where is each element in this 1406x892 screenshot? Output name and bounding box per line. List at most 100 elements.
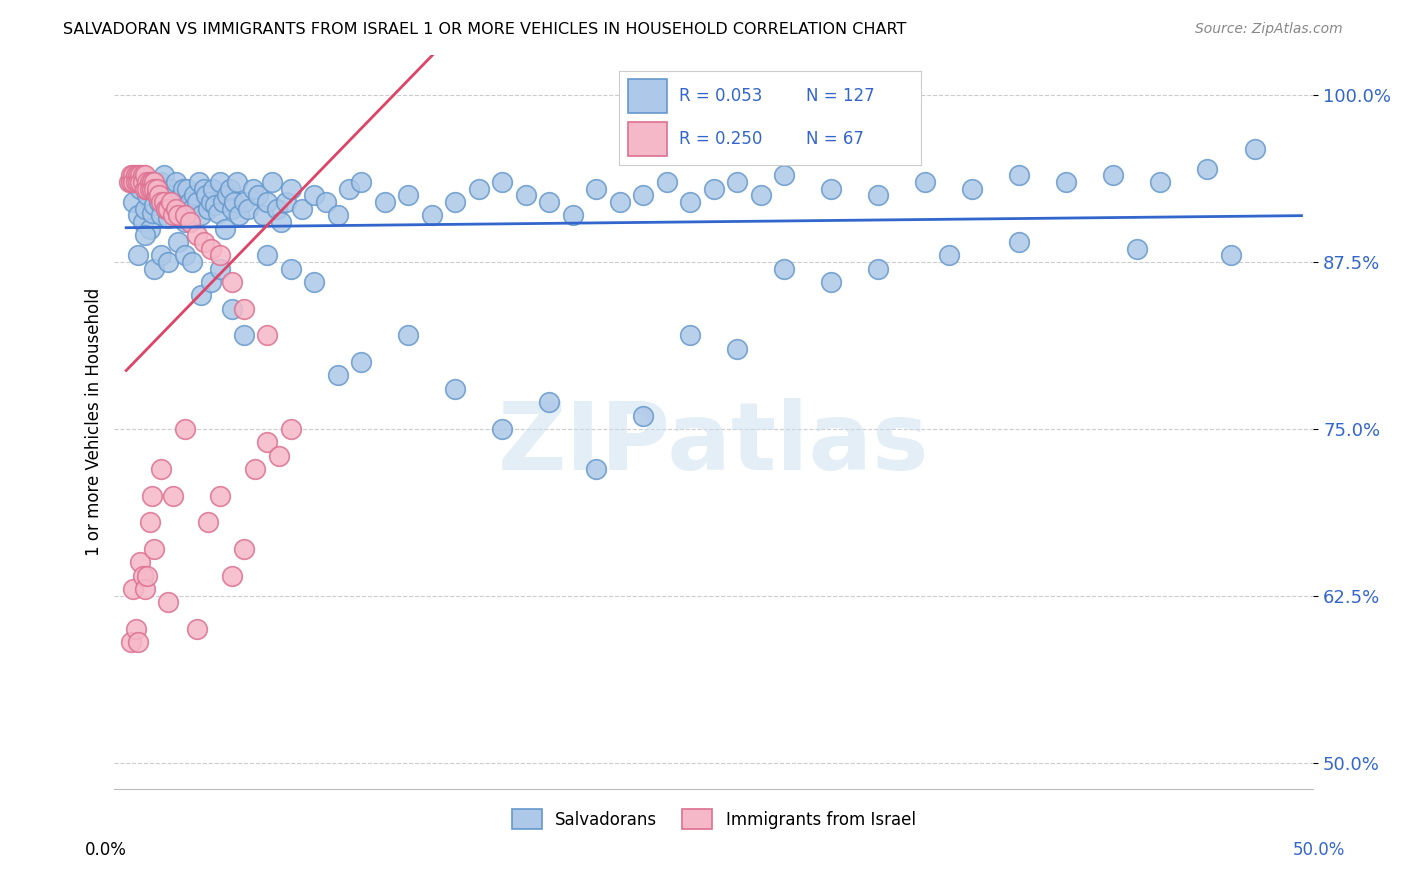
Y-axis label: 1 or more Vehicles in Household: 1 or more Vehicles in Household <box>86 288 103 557</box>
Bar <box>627 78 666 112</box>
Point <box>633 188 655 202</box>
Point <box>159 181 181 195</box>
Point <box>172 181 194 195</box>
Point <box>193 235 215 249</box>
Point <box>141 489 163 503</box>
Point <box>141 175 163 189</box>
Point <box>868 261 890 276</box>
Point <box>197 202 219 216</box>
Point <box>159 194 181 209</box>
Point <box>122 175 145 189</box>
Point <box>280 261 302 276</box>
Point <box>162 489 184 503</box>
Point <box>124 175 146 189</box>
Text: SALVADORAN VS IMMIGRANTS FROM ISRAEL 1 OR MORE VEHICLES IN HOUSEHOLD CORRELATION: SALVADORAN VS IMMIGRANTS FROM ISRAEL 1 O… <box>63 22 907 37</box>
Point <box>444 194 467 209</box>
Point <box>186 194 208 209</box>
Point <box>280 422 302 436</box>
Point <box>162 188 184 202</box>
Point <box>134 202 156 216</box>
Point <box>145 188 167 202</box>
Legend: Salvadorans, Immigrants from Israel: Salvadorans, Immigrants from Israel <box>505 802 922 836</box>
Point <box>209 248 232 262</box>
Point <box>938 248 960 262</box>
Point <box>138 175 160 189</box>
Point <box>174 208 197 222</box>
Point <box>138 221 160 235</box>
Point <box>136 188 159 202</box>
Point <box>157 202 180 216</box>
Point <box>585 181 607 195</box>
Point <box>174 202 197 216</box>
Point <box>1008 168 1031 182</box>
Point <box>174 422 197 436</box>
Point <box>232 301 254 316</box>
Point <box>209 175 232 189</box>
Point <box>420 208 443 222</box>
Point <box>195 188 218 202</box>
Point <box>396 188 419 202</box>
Point <box>200 242 222 256</box>
Point <box>152 194 174 209</box>
Point <box>256 328 278 343</box>
Point <box>131 215 153 229</box>
Point <box>585 462 607 476</box>
Point <box>214 221 236 235</box>
Point <box>211 194 233 209</box>
Point <box>186 622 208 636</box>
Point <box>127 208 149 222</box>
Point <box>183 188 205 202</box>
Point <box>169 192 191 206</box>
Point <box>221 275 243 289</box>
Point <box>174 248 197 262</box>
Point <box>136 175 159 189</box>
Point <box>242 181 264 195</box>
Point <box>157 595 180 609</box>
Point <box>138 175 160 189</box>
Point <box>141 181 163 195</box>
Point <box>679 194 702 209</box>
Point <box>228 208 250 222</box>
Point <box>468 181 491 195</box>
Point <box>197 516 219 530</box>
Point <box>280 181 302 195</box>
Point <box>157 255 180 269</box>
Point <box>225 175 247 189</box>
Point <box>190 208 212 222</box>
Point <box>232 328 254 343</box>
Point <box>148 188 170 202</box>
Point <box>1056 175 1078 189</box>
Point <box>291 202 314 216</box>
Point <box>773 168 796 182</box>
Text: N = 127: N = 127 <box>806 87 875 104</box>
Point <box>127 248 149 262</box>
Point <box>209 489 232 503</box>
Point <box>444 382 467 396</box>
Point <box>127 168 149 182</box>
Point <box>148 194 170 209</box>
Point <box>260 175 283 189</box>
Point <box>232 194 254 209</box>
Point <box>186 228 208 243</box>
Point <box>633 409 655 423</box>
Point <box>773 261 796 276</box>
Point <box>200 194 222 209</box>
Point <box>134 228 156 243</box>
Point <box>127 635 149 649</box>
Point <box>145 184 167 198</box>
Text: N = 67: N = 67 <box>806 130 863 148</box>
Point <box>302 275 325 289</box>
Point <box>256 435 278 450</box>
Point <box>267 449 290 463</box>
Point <box>820 181 842 195</box>
Point <box>181 202 204 216</box>
Point <box>155 202 177 216</box>
Point <box>246 188 269 202</box>
Point <box>138 516 160 530</box>
Point <box>122 582 145 596</box>
Point <box>150 462 173 476</box>
Point <box>162 194 184 209</box>
Point <box>209 261 232 276</box>
Text: ZIPatlas: ZIPatlas <box>498 398 929 491</box>
Point <box>270 215 292 229</box>
